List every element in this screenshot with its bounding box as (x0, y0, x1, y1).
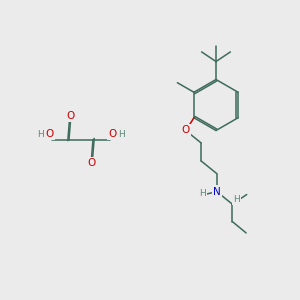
Text: O: O (87, 158, 96, 169)
Text: O: O (108, 129, 116, 139)
Text: N: N (213, 187, 220, 196)
Text: O: O (46, 129, 54, 139)
Text: H: H (200, 190, 206, 199)
Text: O: O (66, 110, 75, 121)
Text: H: H (38, 130, 44, 139)
Text: H: H (233, 194, 240, 203)
Text: O: O (182, 125, 190, 135)
Text: H: H (118, 130, 124, 139)
